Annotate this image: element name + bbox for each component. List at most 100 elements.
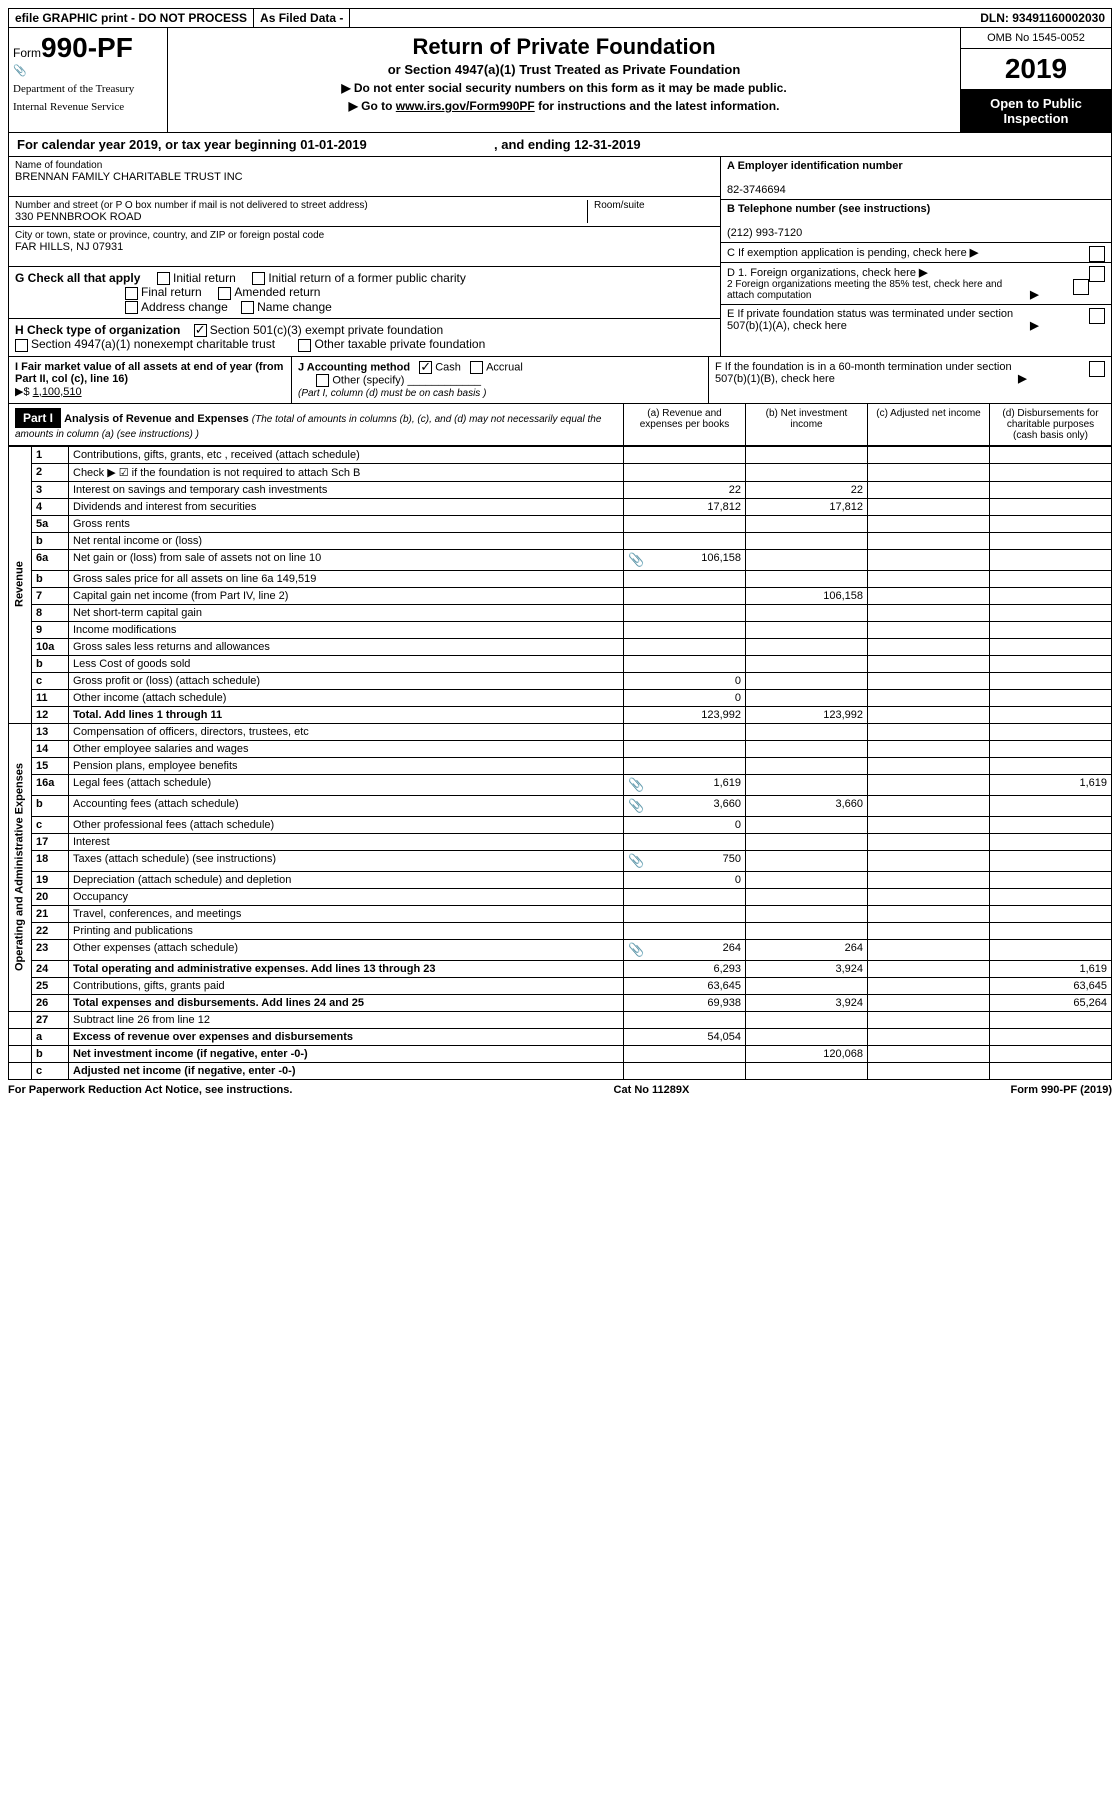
- amount-cell: [868, 723, 990, 740]
- table-row: 19Depreciation (attach schedule) and dep…: [9, 871, 1112, 888]
- line-number: 25: [32, 977, 69, 994]
- amount-cell: [624, 1045, 746, 1062]
- form-number: 990-PF: [41, 32, 133, 63]
- table-row: aExcess of revenue over expenses and dis…: [9, 1028, 1112, 1045]
- amount-cell: [868, 994, 990, 1011]
- line-desc: Subtract line 26 from line 12: [69, 1011, 624, 1028]
- amount-cell: 3,660: [746, 795, 868, 816]
- table-row: 24Total operating and administrative exp…: [9, 960, 1112, 977]
- line-number: 20: [32, 888, 69, 905]
- line-number: 11: [32, 689, 69, 706]
- chk-initial-former[interactable]: [252, 272, 265, 285]
- chk-4947a1[interactable]: [15, 339, 28, 352]
- addr-label: Number and street (or P O box number if …: [15, 200, 587, 211]
- amount-cell: [868, 587, 990, 604]
- irs-link[interactable]: www.irs.gov/Form990PF: [396, 99, 535, 113]
- amount-cell: [990, 706, 1112, 723]
- attachment-icon[interactable]: 📎: [628, 777, 644, 793]
- amount-cell: [990, 549, 1112, 570]
- line-number: 18: [32, 850, 69, 871]
- amount-cell: 65,264: [990, 994, 1112, 1011]
- amount-cell: [624, 446, 746, 463]
- amount-cell: [868, 621, 990, 638]
- line-number: c: [32, 672, 69, 689]
- line-desc: Gross rents: [69, 515, 624, 532]
- attachment-icon[interactable]: 📎: [628, 798, 644, 814]
- amount-cell: 1,619: [990, 774, 1112, 795]
- line-desc: Net investment income (if negative, ente…: [69, 1045, 624, 1062]
- amount-cell: 0: [624, 672, 746, 689]
- chk-d2[interactable]: [1073, 279, 1089, 295]
- form-ref: Form 990-PF (2019): [1010, 1084, 1112, 1096]
- chk-cash[interactable]: [419, 361, 432, 374]
- amount-cell: 0: [624, 871, 746, 888]
- table-row: 5aGross rents: [9, 515, 1112, 532]
- line-desc: Other professional fees (attach schedule…: [69, 816, 624, 833]
- line-desc: Other expenses (attach schedule): [69, 939, 624, 960]
- chk-amended-return[interactable]: [218, 287, 231, 300]
- amount-cell: [990, 871, 1112, 888]
- line-number: 21: [32, 905, 69, 922]
- amount-cell: [990, 1062, 1112, 1079]
- table-row: cOther professional fees (attach schedul…: [9, 816, 1112, 833]
- amount-cell: 17,812: [624, 498, 746, 515]
- table-row: bAccounting fees (attach schedule)📎3,660…: [9, 795, 1112, 816]
- part1-label: Part I: [15, 408, 61, 428]
- amount-cell: [990, 621, 1112, 638]
- street-address: 330 PENNBROOK ROAD: [15, 211, 587, 223]
- line-number: 12: [32, 706, 69, 723]
- line-desc: Net rental income or (loss): [69, 532, 624, 549]
- amount-cell: [746, 549, 868, 570]
- amount-cell: [624, 740, 746, 757]
- amount-cell: [868, 463, 990, 481]
- amount-cell: [746, 757, 868, 774]
- amount-cell: [868, 1028, 990, 1045]
- attachment-icon[interactable]: 📎: [628, 942, 644, 958]
- amount-cell: [990, 604, 1112, 621]
- table-row: 2Check ▶ ☑ if the foundation is not requ…: [9, 463, 1112, 481]
- amount-cell: 17,812: [746, 498, 868, 515]
- chk-initial-return[interactable]: [157, 272, 170, 285]
- part1-title: Analysis of Revenue and Expenses: [64, 413, 249, 425]
- line-desc: Other employee salaries and wages: [69, 740, 624, 757]
- chk-other-method[interactable]: [316, 374, 329, 387]
- attachment-icon[interactable]: 📎: [628, 552, 644, 568]
- table-row: Revenue1Contributions, gifts, grants, et…: [9, 446, 1112, 463]
- amount-cell: [990, 905, 1112, 922]
- chk-f[interactable]: [1089, 361, 1105, 377]
- line-number: b: [32, 655, 69, 672]
- amount-cell: [990, 481, 1112, 498]
- amount-cell: [746, 570, 868, 587]
- amount-cell: [868, 774, 990, 795]
- amount-cell: [990, 850, 1112, 871]
- foundation-name: BRENNAN FAMILY CHARITABLE TRUST INC: [15, 171, 714, 183]
- line-number: 9: [32, 621, 69, 638]
- chk-accrual[interactable]: [470, 361, 483, 374]
- amount-cell: [746, 977, 868, 994]
- d1-label: D 1. Foreign organizations, check here: [727, 267, 916, 279]
- spacer-cell: [9, 1028, 32, 1045]
- amount-cell: 63,645: [990, 977, 1112, 994]
- attachment-icon[interactable]: 📎: [628, 853, 644, 869]
- amount-cell: 63,645: [624, 977, 746, 994]
- chk-address-change[interactable]: [125, 301, 138, 314]
- table-row: cGross profit or (loss) (attach schedule…: [9, 672, 1112, 689]
- amount-cell: [746, 723, 868, 740]
- table-row: 18Taxes (attach schedule) (see instructi…: [9, 850, 1112, 871]
- chk-501c3[interactable]: [194, 324, 207, 337]
- line-desc: Income modifications: [69, 621, 624, 638]
- chk-name-change[interactable]: [241, 301, 254, 314]
- e-label: E If private foundation status was termi…: [727, 308, 1027, 332]
- section-label: Operating and Administrative Expenses: [9, 723, 32, 1011]
- chk-e[interactable]: [1089, 308, 1105, 324]
- chk-final-return[interactable]: [125, 287, 138, 300]
- spacer-cell: [9, 1011, 32, 1028]
- amount-cell: 1,619: [990, 960, 1112, 977]
- table-row: 10aGross sales less returns and allowanc…: [9, 638, 1112, 655]
- chk-d1[interactable]: [1089, 266, 1105, 282]
- amount-cell: [868, 833, 990, 850]
- chk-other-taxable[interactable]: [298, 339, 311, 352]
- line-number: 1: [32, 446, 69, 463]
- chk-c[interactable]: [1089, 246, 1105, 262]
- amount-cell: [868, 757, 990, 774]
